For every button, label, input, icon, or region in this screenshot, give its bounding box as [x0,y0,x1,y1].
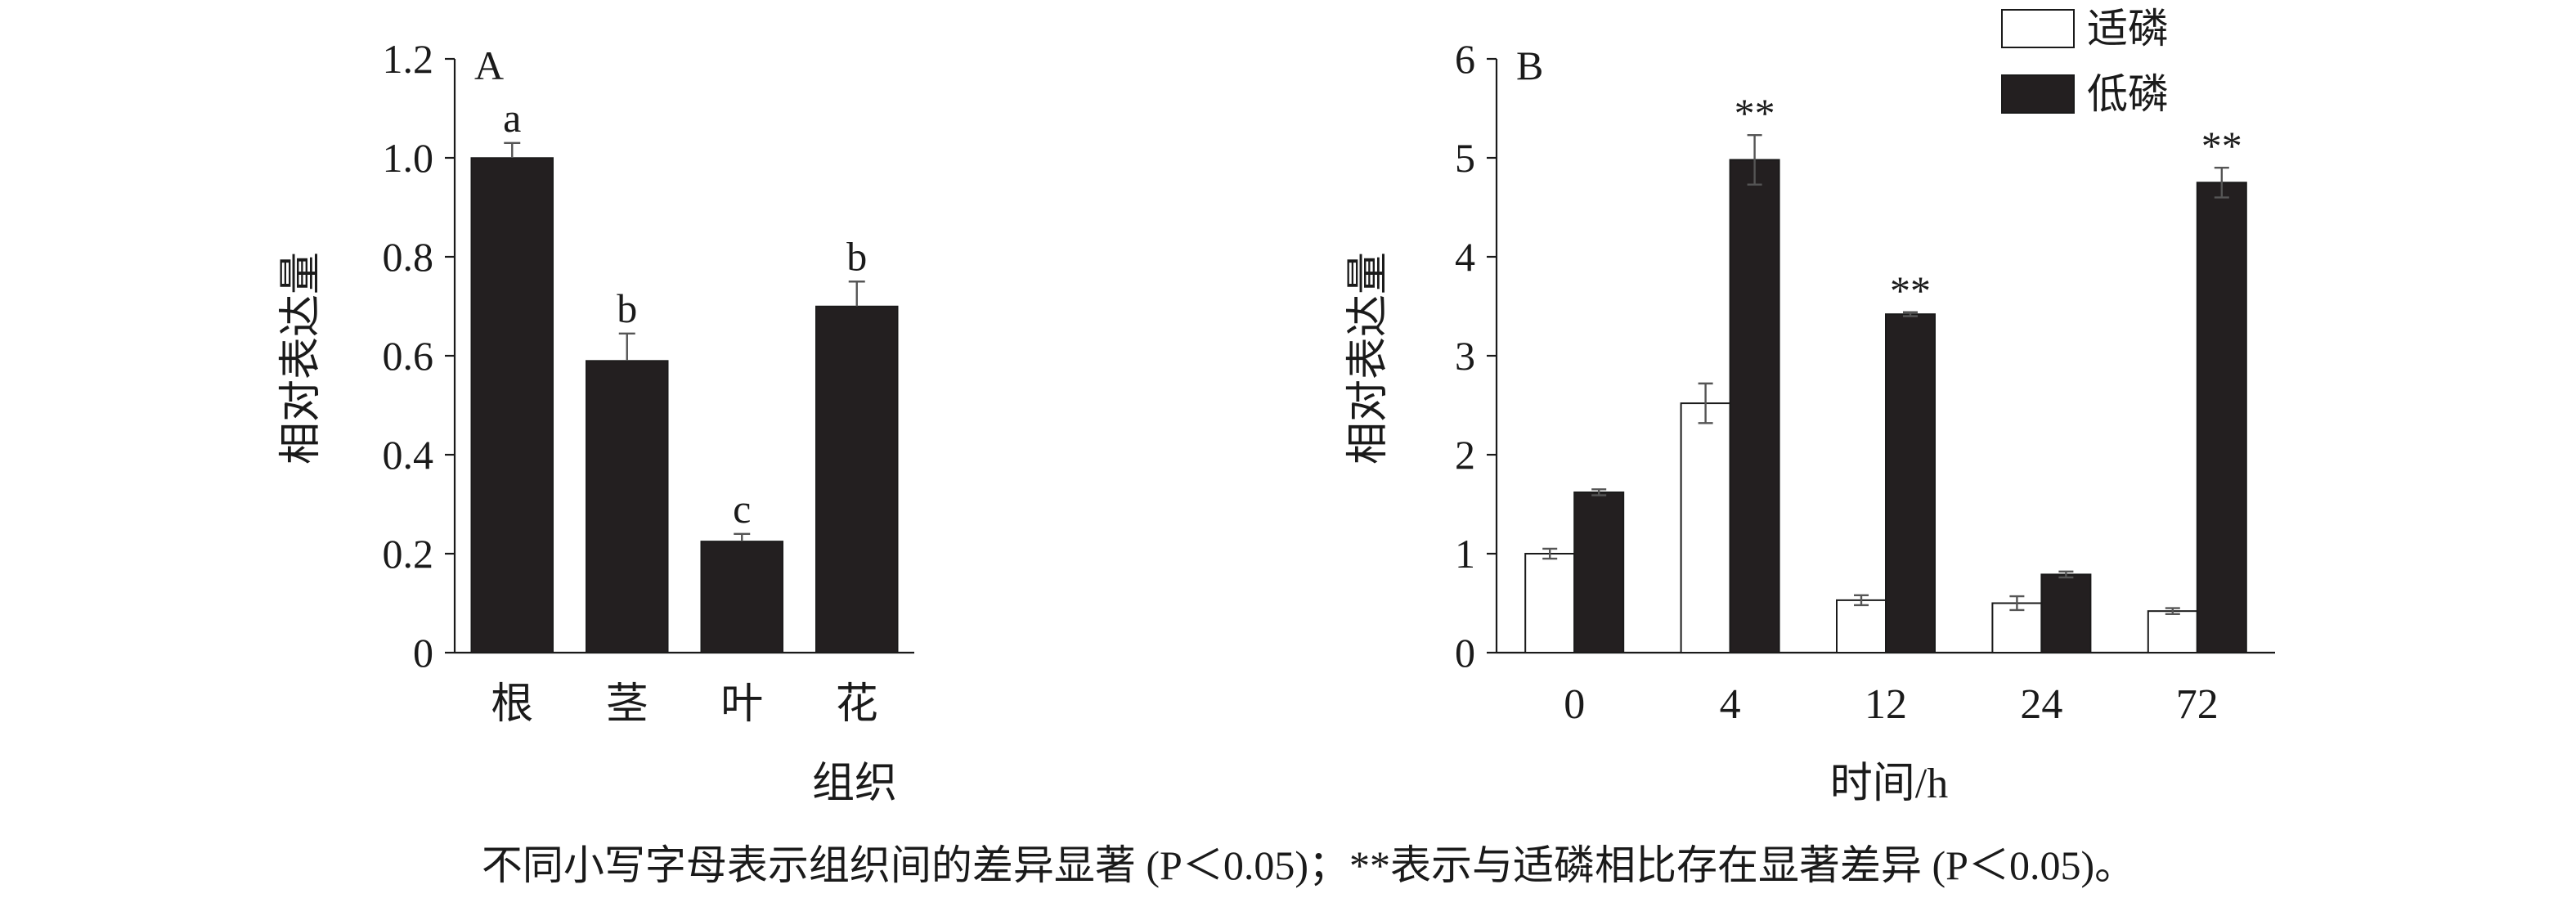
panel-b-y-tick-label: 2 [1455,432,1475,478]
panel-a-letter-label: c [733,486,751,532]
panel-b-bar-series-1 [1836,599,1887,653]
panel-a-y-tick-label: 1.2 [383,36,434,82]
panel-b-y-tick-label: 0 [1455,630,1475,676]
panel-a-letter-label: a [503,95,521,141]
panel-b-y-tick-label: 4 [1455,234,1475,280]
panel-b-letter: B [1516,43,1543,88]
panel-a-bar [700,541,783,653]
legend-label-2: 低磷 [2087,71,2169,117]
panel-a-y-tick-label: 1.0 [383,135,434,181]
panel-b-category-label: 72 [2176,681,2219,728]
panel-b-bar-series-2 [1729,159,1780,654]
panel-a-bar [815,305,899,653]
panel-b-significance-label: ** [2201,123,2242,168]
panel-a-y-tick-label: 0.4 [383,432,434,478]
panel-a-y-tick-label: 0.8 [383,234,434,280]
panel-b-y-tick-label: 3 [1455,333,1475,379]
panel-a-category-label: 根 [491,681,533,728]
panel-a-y-axis-title: 相对表达量 [278,252,325,465]
panel-a-chart: A 相对表达量 组织 0 0.2 0.4 0.6 0.8 1.0 1.2 根 茎 叶 花 a b c b [278,36,914,807]
panel-b-x-axis-title: 时间/h [1830,761,1948,807]
panel-b-bar-series-2 [1573,491,1625,653]
panel-b-significance-label: ** [1735,90,1775,136]
panel-b-category-label: 24 [2020,681,2062,728]
panel-b-bar-series-1 [1680,402,1731,653]
figure-caption: 不同小写字母表示组织间的差异显著 (P＜0.05)；**表示与适磷相比存在显著差… [482,842,2135,888]
panel-b-bar-series-2 [2040,573,2092,653]
panel-a-letter: A [474,43,504,88]
panel-b-significance-label: ** [1890,267,1931,313]
panel-b-category-label: 4 [1720,681,1741,728]
panel-a-category-label: 叶 [720,681,763,728]
panel-b-bar-series-1 [2147,610,2198,653]
panel-a-y-tick-label: 0 [413,630,433,676]
panel-a-letter-label: b [846,233,867,279]
panel-b-bar-series-2 [2196,182,2247,653]
panel-b-category-label: 0 [1564,681,1585,728]
panel-a-category-label: 花 [836,681,878,728]
legend-label-1: 适磷 [2087,6,2169,52]
panel-a-y-tick-label: 0.2 [383,531,434,577]
panel-a-y-tick-label: 0.6 [383,333,434,379]
panel-b-y-tick-label: 5 [1455,135,1475,181]
panel-a-letter-label: b [617,285,637,331]
panel-b-y-tick-label: 6 [1455,36,1475,82]
panel-b-bar-series-1 [1524,553,1576,653]
panel-a-bar [586,360,669,653]
panel-a-x-axis-title: 组织 [812,761,897,807]
panel-b-category-label: 12 [1865,681,1907,728]
panel-a-bar [470,157,554,653]
panel-a-category-label: 茎 [606,681,648,728]
panel-b-bar-series-2 [1885,313,1936,653]
panel-b-y-axis-title: 相对表达量 [1345,252,1392,465]
legend-swatch-1 [2001,9,2075,48]
panel-b-y-tick-label: 1 [1455,531,1475,577]
legend-swatch-2 [2001,74,2075,114]
